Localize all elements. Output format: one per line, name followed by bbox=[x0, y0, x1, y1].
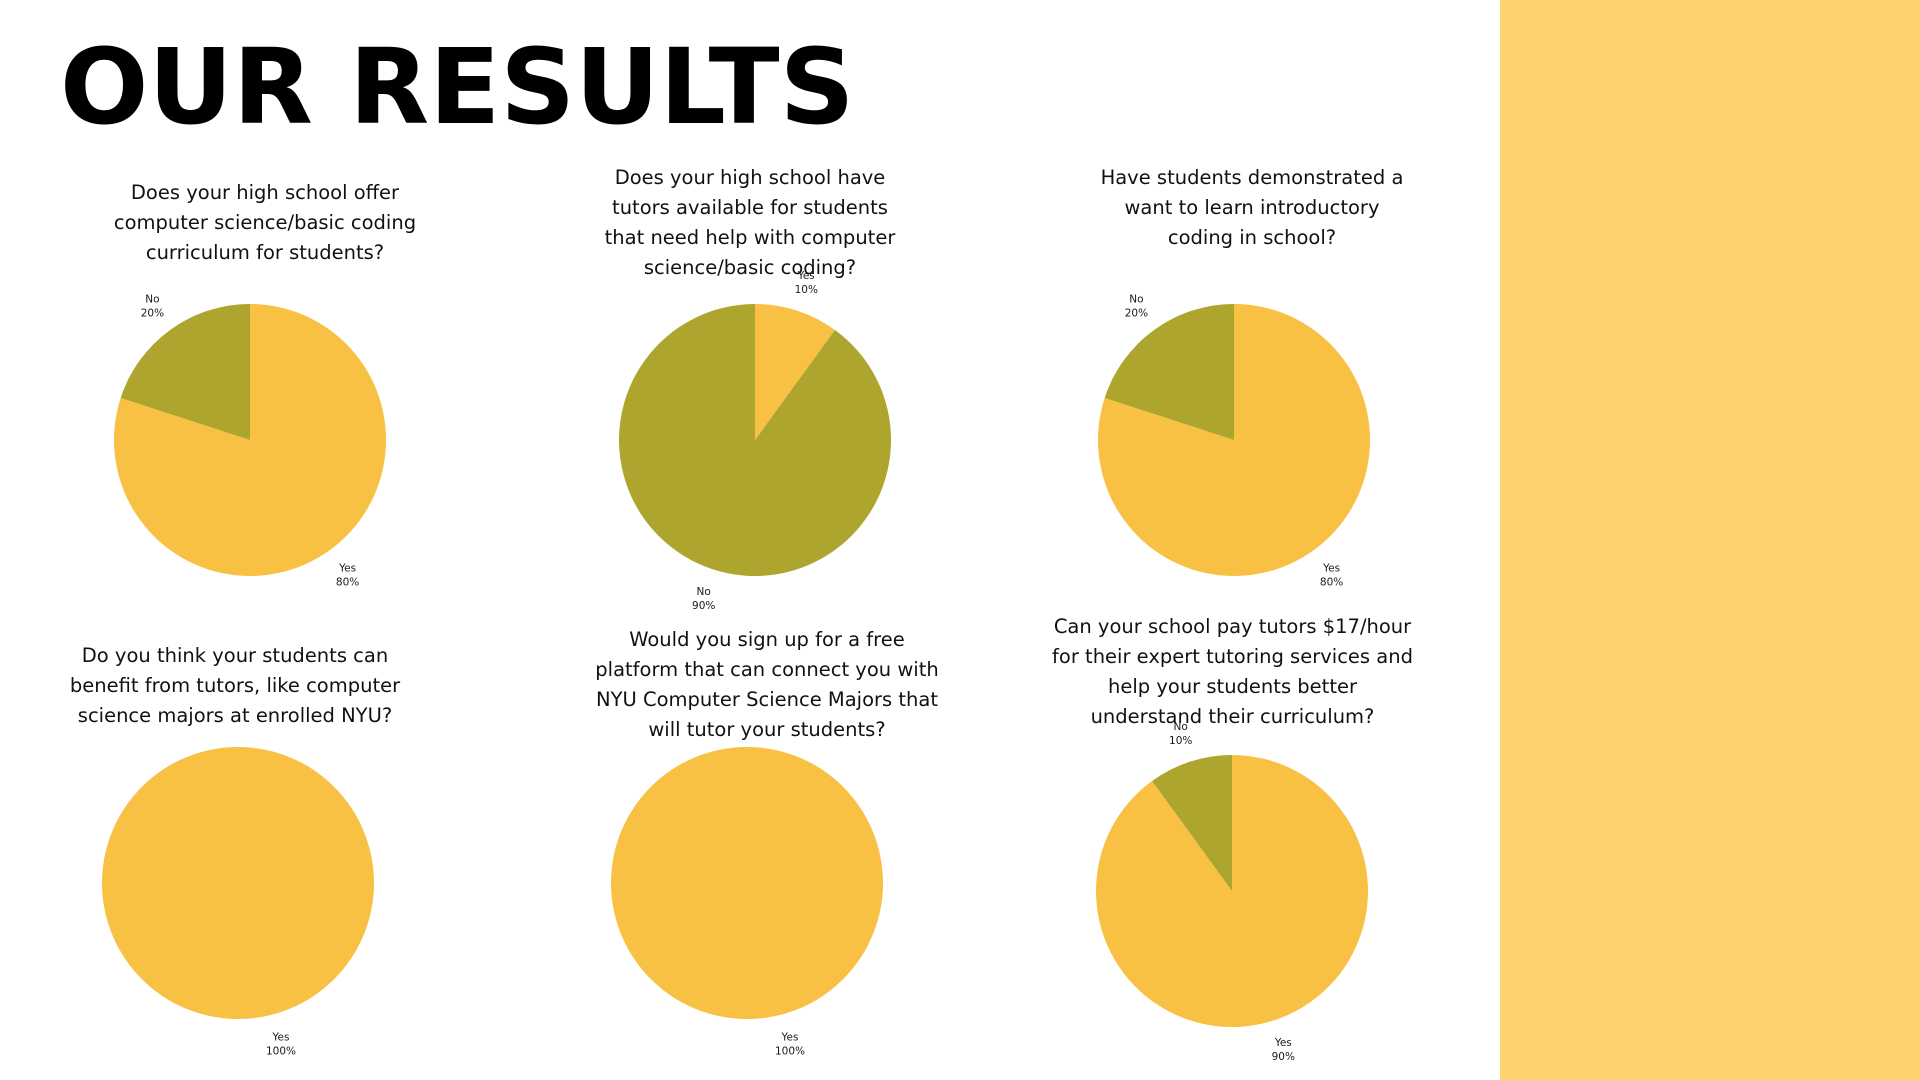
pie-slice-yes bbox=[755, 304, 835, 440]
slice-percent-yes: 10% bbox=[795, 284, 818, 296]
pie-slice-yes bbox=[1095, 755, 1368, 1027]
slice-label-yes: Yes bbox=[781, 1031, 799, 1043]
pie-slice-no bbox=[120, 304, 250, 440]
question-title: Can your school pay tutors $17/hour for … bbox=[1052, 615, 1413, 728]
slice-percent-yes: 100% bbox=[775, 1045, 805, 1057]
slice-percent-yes: 80% bbox=[336, 576, 359, 588]
side-panel bbox=[1500, 0, 1920, 1080]
slice-label-yes: Yes bbox=[1274, 1037, 1292, 1049]
slice-label-yes: Yes bbox=[1322, 562, 1340, 574]
question-title: Does your high school offer computer sci… bbox=[113, 181, 417, 264]
slice-label-no: No bbox=[1129, 294, 1143, 306]
slice-percent-yes: 100% bbox=[266, 1045, 296, 1057]
pie-chart: Yes 80% No 20% bbox=[114, 294, 387, 588]
slice-label-yes: Yes bbox=[338, 562, 356, 574]
pie-slice-no bbox=[1152, 755, 1232, 891]
pie-slice-yes bbox=[114, 304, 387, 576]
slice-percent-yes: 90% bbox=[1272, 1051, 1295, 1063]
slice-label-yes: Yes bbox=[797, 270, 815, 282]
slice-label-no: No bbox=[145, 294, 159, 306]
pie-chart: Yes 90% No 10% bbox=[1095, 721, 1368, 1063]
page-title: OUR RESULTS bbox=[60, 26, 855, 148]
slice-percent-yes: 80% bbox=[1320, 576, 1343, 588]
slice-label-yes: Yes bbox=[272, 1031, 290, 1043]
pie-slice-yes bbox=[102, 747, 374, 1019]
slice-percent-no: 90% bbox=[692, 600, 715, 612]
question-title: Have students demonstrated a want to lea… bbox=[1100, 166, 1404, 249]
pie-chart: Yes 100% bbox=[611, 747, 883, 1057]
slice-percent-no: 20% bbox=[1125, 308, 1148, 320]
slice-label-no: No bbox=[1174, 721, 1188, 733]
pie-slice-no bbox=[619, 304, 892, 576]
slice-label-no: No bbox=[697, 586, 711, 598]
pie-chart: Yes 10% No 90% bbox=[619, 270, 892, 612]
pie-slice-no bbox=[1104, 304, 1234, 440]
pie-chart: Yes 100% bbox=[102, 747, 374, 1057]
question-title: Would you sign up for a free platform th… bbox=[595, 628, 939, 741]
question-title: Does your high school have tutors availa… bbox=[604, 166, 896, 279]
pie-slice-yes bbox=[611, 747, 883, 1019]
question-title: Do you think your students can benefit f… bbox=[69, 644, 401, 727]
slice-percent-no: 10% bbox=[1169, 735, 1192, 747]
slice-percent-no: 20% bbox=[141, 308, 164, 320]
pie-chart: Yes 80% No 20% bbox=[1098, 294, 1371, 588]
pie-slice-yes bbox=[1098, 304, 1371, 576]
